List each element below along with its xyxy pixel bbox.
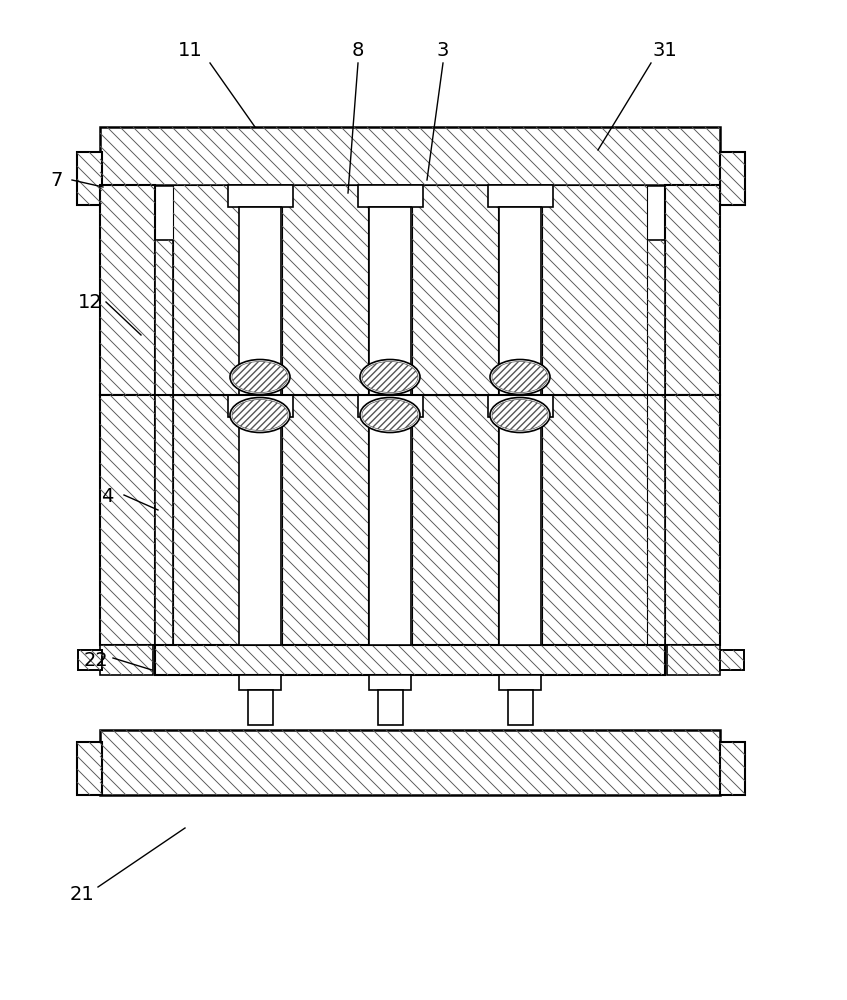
Ellipse shape xyxy=(230,360,290,394)
Text: 7: 7 xyxy=(51,170,64,190)
Bar xyxy=(508,690,533,725)
Bar xyxy=(542,185,647,395)
Bar xyxy=(720,650,744,670)
Bar xyxy=(100,395,155,645)
Bar xyxy=(499,207,541,395)
Bar xyxy=(155,240,173,395)
Ellipse shape xyxy=(360,397,420,432)
Bar xyxy=(239,417,281,645)
Bar xyxy=(412,185,498,395)
Bar xyxy=(239,207,281,395)
Bar xyxy=(720,742,745,795)
Bar xyxy=(228,185,293,207)
Bar xyxy=(155,395,173,645)
Bar xyxy=(369,207,411,395)
Ellipse shape xyxy=(360,360,420,394)
Text: 8: 8 xyxy=(352,40,364,60)
Text: 4: 4 xyxy=(101,488,113,506)
Bar xyxy=(282,185,368,395)
Bar xyxy=(499,417,541,645)
Bar xyxy=(100,185,155,395)
Bar xyxy=(412,395,498,645)
Bar xyxy=(248,690,273,725)
Bar xyxy=(647,240,665,395)
Bar xyxy=(77,742,102,795)
Bar xyxy=(667,645,720,675)
Text: 3: 3 xyxy=(437,40,449,60)
Bar xyxy=(488,185,553,207)
Bar xyxy=(647,395,665,645)
Bar xyxy=(173,185,239,395)
Bar xyxy=(78,650,102,670)
Text: 12: 12 xyxy=(78,292,102,312)
Bar xyxy=(100,645,153,675)
Bar xyxy=(378,690,403,725)
Bar xyxy=(542,395,647,645)
Bar xyxy=(369,675,411,690)
Bar xyxy=(720,152,745,205)
Ellipse shape xyxy=(230,397,290,432)
Bar xyxy=(488,395,553,417)
Bar xyxy=(499,675,541,690)
Bar xyxy=(155,645,665,675)
Bar xyxy=(100,730,720,795)
Bar xyxy=(173,395,239,645)
Bar xyxy=(239,675,281,690)
Bar xyxy=(100,127,720,185)
Text: 31: 31 xyxy=(653,40,678,60)
Bar xyxy=(77,152,102,205)
Bar xyxy=(665,185,720,395)
Bar xyxy=(358,185,423,207)
Bar xyxy=(369,417,411,645)
Bar xyxy=(665,395,720,645)
Text: 22: 22 xyxy=(84,650,108,670)
Bar xyxy=(358,395,423,417)
Text: 21: 21 xyxy=(69,886,94,904)
Ellipse shape xyxy=(490,397,550,432)
Text: 11: 11 xyxy=(178,40,202,60)
Bar xyxy=(228,395,293,417)
Ellipse shape xyxy=(490,360,550,394)
Bar xyxy=(282,395,368,645)
